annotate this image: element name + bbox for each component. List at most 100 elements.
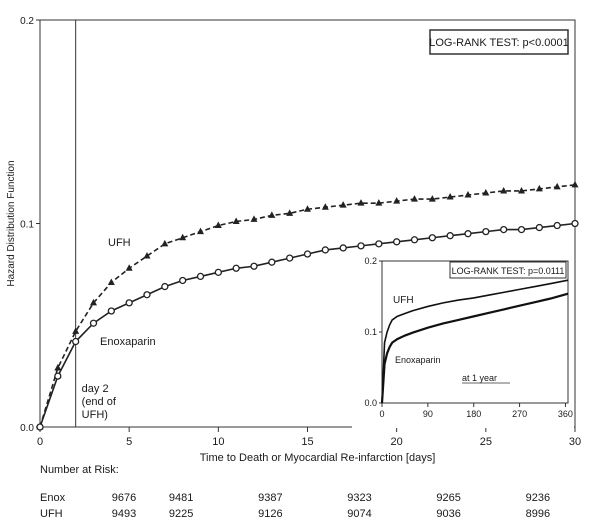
ufh-point [179,233,187,241]
ufh-point [161,239,169,247]
enoxaparin-point [143,291,151,299]
inset-x-tick-label: 0 [379,409,384,419]
x-tick-label: 30 [569,436,581,448]
ufh-point [72,327,80,334]
enoxaparin-point [410,236,419,244]
ufh-point [357,199,365,206]
risk-row-ufh: UFH 9493 9225 9126 9074 9036 8996 [0,508,597,522]
enoxaparin-point [357,242,365,250]
main-axes: 0 5 10 15 20 25 30 0.0 0.1 0.2 Time to Death or My… [6,16,581,464]
inset-chart: 0 90 180 270 360 0.0 0.1 0.2 LOG-RANK TEST: p=0.… [352,252,574,428]
risk-count: 9493 [111,508,137,520]
enoxaparin-point [196,272,205,281]
enoxaparin-point [250,262,258,270]
ufh-label: UFH [108,237,131,249]
x-axis-label: Time to Death or Myocardial Re-infarctio… [200,452,436,464]
enoxaparin-point [571,219,579,228]
enoxaparin-point [232,264,240,272]
ufh-point [482,188,490,196]
log-rank-box: LOG-RANK TEST: p<0.0001 [429,29,569,55]
enoxaparin-point [54,372,62,380]
ufh-point [250,215,258,222]
enoxaparin-point [303,250,312,258]
inset-enoxaparin-label: Enoxaparin [395,355,441,365]
enoxaparin-point [321,246,329,254]
ufh-point [500,186,508,194]
ufh-point [535,184,543,192]
inset-ufh-label: UFH [393,295,414,306]
risk-count: 9387 [258,492,283,504]
risk-count: 9074 [347,508,372,520]
ufh-point [553,182,561,190]
inset-line-ufh [381,279,569,404]
risk-count: 9481 [168,492,194,504]
inset-y-tick-label: 0.0 [364,398,377,408]
ufh-point [518,186,525,194]
ufh-point [571,180,579,188]
enoxaparin-point [375,240,383,248]
ufh-point [197,227,204,235]
log-rank-frame [429,29,569,55]
risk-count: 9236 [525,492,551,504]
inset-line-enoxaparin [380,292,569,404]
y-axis-label: Hazard Distribution Function [6,160,17,286]
risk-row-label: UFH [40,508,63,520]
enoxaparin-point [286,254,294,262]
enoxaparin-point [393,238,401,246]
ufh-point [214,221,222,229]
day-2-annotation: (end of [82,396,117,408]
ufh-point [464,191,472,198]
x-tick-label: 0 [37,436,43,448]
ufh-point [393,197,401,204]
inset-log-rank-frame [449,261,567,279]
ufh-point [54,363,62,371]
risk-row-enox: Enox 9676 9481 9387 9323 9265 9236 [0,492,597,506]
ufh-point [232,217,240,224]
ufh-point [375,199,383,206]
x-tick-label: 15 [301,436,313,448]
enoxaparin-point [161,282,169,291]
y-tick-label: 0.0 [20,423,34,434]
inset-log-rank-box: LOG-RANK TEST: p=0.0111 [449,261,567,279]
ufh-point [428,195,436,202]
ufh-point [321,203,329,210]
enoxaparin-point [500,225,508,234]
enoxaparin-point [464,230,472,238]
inset-x-tick-label: 90 [423,409,433,419]
log-rank-label: LOG-RANK TEST: p<0.0001 [429,37,569,49]
ufh-point [125,264,133,271]
enoxaparin-point [179,276,187,285]
ufh-point [446,193,454,200]
x-tick-label: 20 [391,436,403,448]
x-tick-label: 5 [126,436,132,448]
day-2-annotation: UFH) [82,409,108,421]
enoxaparin-point [125,299,133,307]
enoxaparin-point [107,307,115,315]
ufh-point [339,201,347,208]
inset-y-tick-label: 0.1 [364,327,377,337]
enoxaparin-point [268,258,276,266]
inset-x-tick-label: 180 [466,409,481,419]
ufh-point [107,278,115,286]
ufh-point [304,205,311,212]
ufh-point [411,195,418,202]
inset-y-tick-label: 0.2 [364,256,377,266]
enoxaparin-label: Enoxaparin [100,336,156,348]
main-series: UFH Enoxaparin [36,180,579,431]
inset-x-tick-label: 360 [558,409,573,419]
ufh-point [143,252,151,259]
ufh-point [286,209,294,216]
inset-x-tick-label: 270 [512,409,527,419]
x-tick-label: 25 [480,436,492,448]
risk-count: 9225 [168,508,194,520]
risk-count: 9265 [436,492,461,504]
risk-row-label: Enox [40,492,66,504]
enoxaparin-point [72,337,80,346]
ufh-point [268,211,276,218]
risk-count: 9126 [258,508,283,520]
ufh-point [90,298,97,306]
enoxaparin-point [339,244,347,252]
risk-count: 9036 [436,508,461,520]
risk-count: 9323 [347,492,372,504]
